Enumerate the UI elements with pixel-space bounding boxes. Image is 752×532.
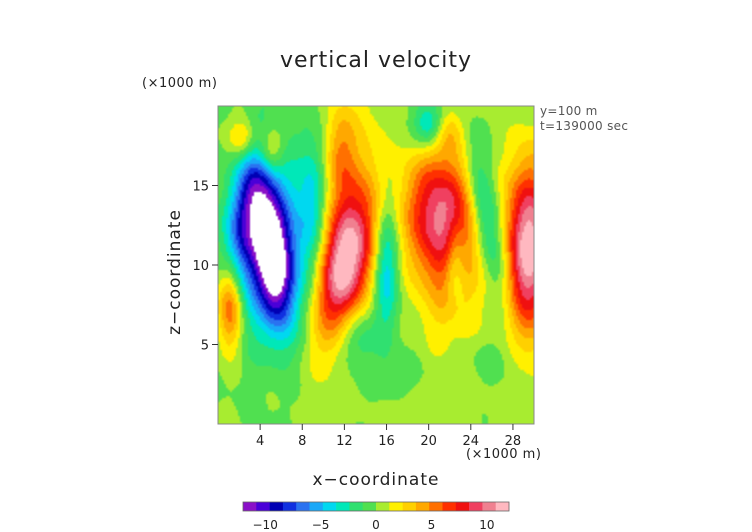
y-tick-label: 10 <box>192 259 209 274</box>
colorbar-swatch <box>429 502 443 511</box>
colorbar-swatch <box>482 502 496 511</box>
colorbar-swatch <box>309 502 324 511</box>
x-tick-label: 4 <box>256 434 264 449</box>
colorbar-swatch <box>243 502 257 511</box>
colorbar-swatch <box>402 502 417 511</box>
x-ticks: 4 8 12 16 20 24 28 <box>256 424 521 449</box>
x-tick-label: 16 <box>378 434 395 449</box>
colorbar-frame <box>242 501 510 512</box>
colorbar-swatch <box>296 502 310 511</box>
colorbar: −10 −5 0 5 10 <box>242 501 510 532</box>
x-tick-label: 28 <box>505 434 522 449</box>
colorbar-swatch <box>415 502 430 511</box>
colorbar-swatch <box>469 502 483 511</box>
y-unit-label: (×1000 m) <box>142 76 218 91</box>
colorbar-swatch <box>322 502 337 511</box>
x-tick-label: 24 <box>463 434 480 449</box>
colorbar-swatch <box>389 502 403 511</box>
colorbar-swatch <box>282 502 297 511</box>
colorbar-swatch <box>495 502 510 511</box>
velocity-field <box>218 106 534 424</box>
colorbar-tick-label: −10 <box>253 518 278 532</box>
colorbar-swatch <box>336 502 350 511</box>
colorbar-swatch <box>362 502 377 511</box>
colorbar-swatch <box>256 502 270 511</box>
info-time: t=139000 sec <box>540 119 629 133</box>
y-tick-label: 15 <box>192 180 209 195</box>
chart-title: vertical velocity <box>279 48 472 73</box>
x-tick-label: 12 <box>336 434 353 449</box>
colorbar-swatch <box>455 502 470 511</box>
x-tick-label: 8 <box>298 434 306 449</box>
colorbar-tick-label: 0 <box>372 518 380 532</box>
x-tick-label: 20 <box>420 434 437 449</box>
colorbar-tick-label: 10 <box>479 518 494 532</box>
colorbar-tick-label: 5 <box>428 518 436 532</box>
colorbar-swatch <box>376 502 390 511</box>
x-unit-label: (×1000 m) <box>466 447 542 462</box>
colorbar-swatch <box>349 502 363 511</box>
plot-area <box>217 105 535 425</box>
info-y-position: y=100 m <box>540 104 598 118</box>
colorbar-swatch <box>442 502 457 511</box>
x-axis-label: x−coordinate <box>312 470 440 490</box>
colorbar-tick-label: −5 <box>312 518 330 532</box>
y-tick-label: 5 <box>201 339 209 354</box>
colorbar-swatch <box>269 502 284 511</box>
y-ticks: 5 10 15 <box>192 180 218 354</box>
